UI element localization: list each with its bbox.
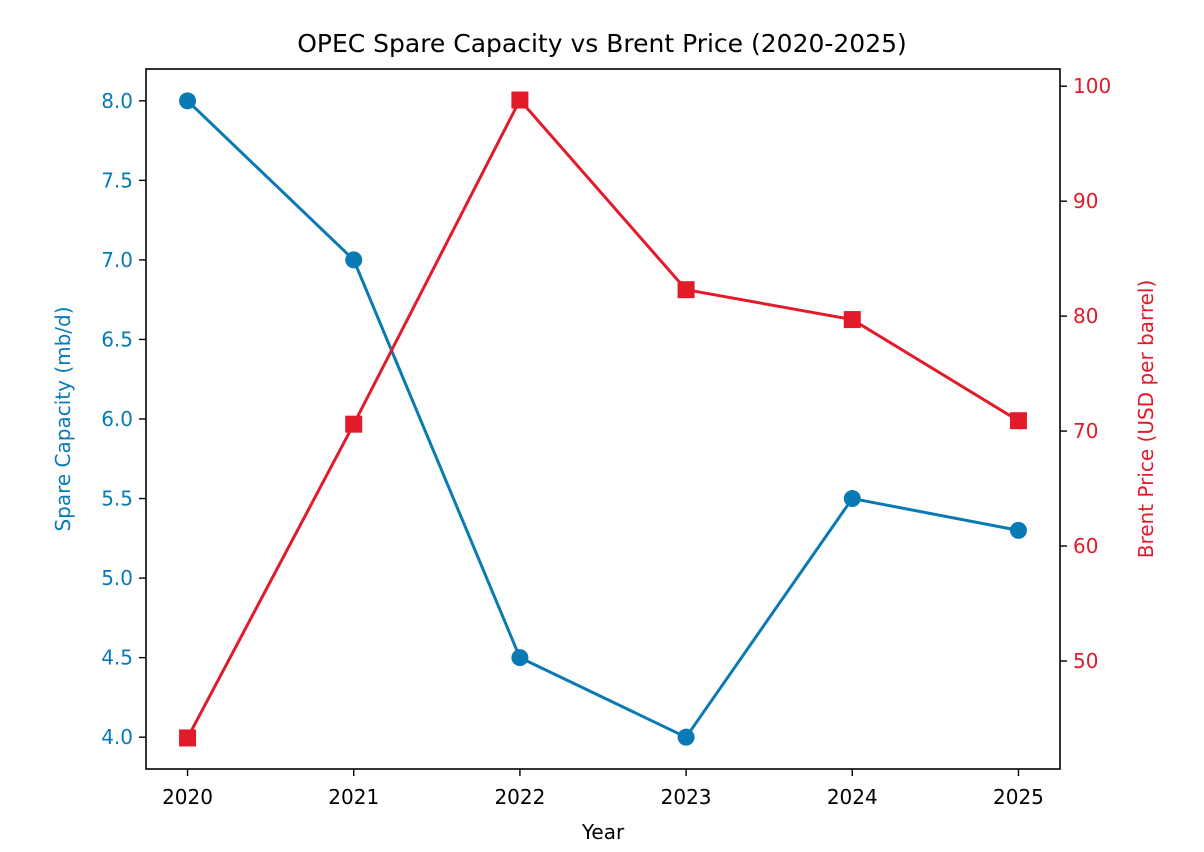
y-right-tick-label: 60 [1073,534,1098,558]
x-axis-label: Year [581,820,625,844]
y-left-tick-label: 4.0 [101,725,133,749]
plot-frame [145,68,1061,770]
spare-capacity-point [511,649,529,667]
y-left-tick-label: 4.5 [101,646,133,670]
y-right-tick-label: 50 [1073,649,1098,673]
x-tick-label: 2023 [661,785,712,809]
y-left-tick-label: 8.0 [101,89,133,113]
y-left-tick-label: 6.5 [101,327,133,351]
brent-price-point [1009,412,1027,430]
x-tick-label: 2025 [993,785,1044,809]
chart-title: OPEC Spare Capacity vs Brent Price (2020… [297,29,907,58]
spare-capacity-point [843,490,861,508]
y-right-tick-label: 80 [1073,304,1098,328]
spare-capacity-point [345,251,363,269]
x-tick-label: 2024 [827,785,878,809]
y-right-tick-label: 70 [1073,419,1098,443]
series-line-spare-capacity [186,99,1019,739]
y-left-tick-label: 6.0 [101,407,133,431]
y-axis-left-label: Spare Capacity (mb/d) [51,306,75,531]
brent-price-point [179,729,197,747]
brent-price-point [843,311,861,329]
brent-price-point [677,281,695,299]
y-left-tick-label: 7.0 [101,248,133,272]
y-right-tick-label: 90 [1073,189,1098,213]
spare-capacity-point [179,92,197,110]
y-axis-right-label: Brent Price (USD per barrel) [1134,280,1158,559]
x-tick-label: 2022 [494,785,545,809]
spare-capacity-point [1009,521,1027,539]
spare-capacity-point [677,728,695,746]
y-left-tick-label: 5.5 [101,487,133,511]
y-left-tick-label: 5.0 [101,566,133,590]
y-left-tick-label: 7.5 [101,168,133,192]
x-tick-label: 2020 [162,785,213,809]
y-right-tick-label: 100 [1073,74,1111,98]
series-line-brent-price [186,98,1020,739]
x-tick-label: 2021 [328,785,379,809]
brent-price-point [345,415,363,433]
brent-price-point [511,91,529,109]
